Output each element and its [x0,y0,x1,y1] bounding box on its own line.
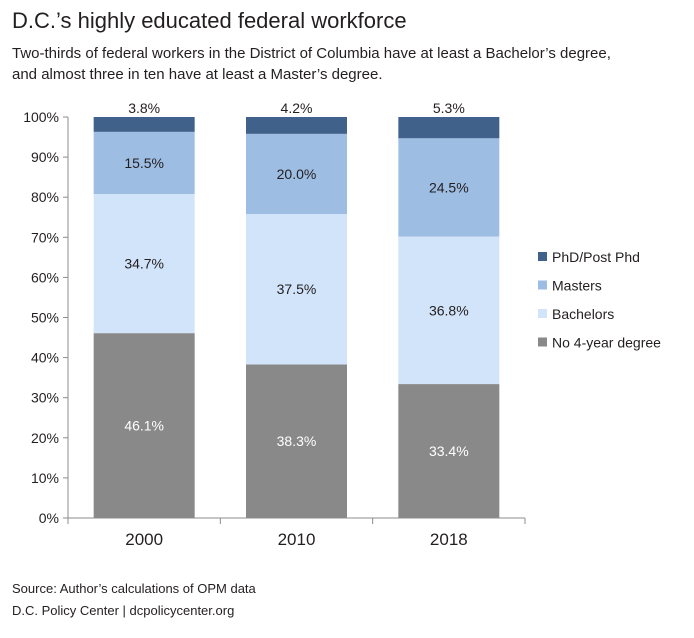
data-label-bachelors-2010: 37.5% [277,281,317,297]
legend-label-no-4-year-degree: No 4-year degree [552,335,661,351]
bar-masters-2010 [246,133,347,215]
data-label-masters-2018: 24.5% [429,179,469,195]
bar-no-4-year-degree-2018 [398,384,500,518]
bar-bachelors-2018 [398,236,500,385]
x-tick-label-2010: 2010 [278,530,316,549]
credit-note: D.C. Policy Center | dcpolicycenter.org [12,603,235,618]
data-label-masters-2010: 20.0% [277,166,317,182]
y-tick-label-4: 40% [31,350,59,366]
axes-layer: 0% 10% 20% 30% 40% 50% 60% 70% 80% 90% 100% 2000 201… [23,109,526,549]
chart-subtitle: Two-thirds of federal workers in the Dis… [12,43,692,85]
legend-swatch-phd-post-phd [538,252,547,261]
legend-swatch-bachelors [538,309,547,318]
bar-no-4-year-degree-2010 [246,364,347,518]
data-label-no-4-year-degree-2000: 46.1% [124,418,164,434]
chart-title: D.C.’s highly educated federal workforce [12,8,407,33]
data-label-bachelors-2018: 36.8% [429,302,469,318]
y-tick-label-6: 60% [31,269,59,285]
data-label-masters-2000: 15.5% [124,155,164,171]
subtitle-line-1: Two-thirds of federal workers in the Dis… [12,45,611,62]
y-tick-label-1: 10% [31,470,59,486]
bars-layer: 46.1% 34.7% 15.5% 3.8% 38.3% 37.5% 20.0% 4.2% 33… [93,100,500,518]
legend-label-phd-post-phd: PhD/Post Phd [552,249,640,265]
y-tick-label-10: 100% [23,109,59,125]
bar-phd-post-phd-2018 [398,117,500,139]
legend-swatch-masters [538,280,547,290]
y-tick-label-9: 90% [31,149,59,165]
bar-masters-2018 [398,138,500,237]
bar-no-4-year-degree-2000 [93,333,195,518]
data-label-no-4-year-degree-2018: 33.4% [429,443,469,459]
legend-swatch-no-4-year-degree [538,337,547,347]
stacked-bar-chart: 46.1% 34.7% 15.5% 3.8% 38.3% 37.5% 20.0% 4.2% 33… [23,100,661,549]
y-tick-label-2: 20% [31,430,59,446]
source-note: Source: Author’s calculations of OPM dat… [12,581,256,596]
y-tick-label-5: 50% [31,310,59,326]
x-tick-label-2018: 2018 [430,530,468,549]
y-tick-label-0: 0% [39,510,59,526]
legend: PhD/Post Phd Masters Bachelors No 4-year de… [538,249,661,351]
data-label-phd-post-phd-2018: 5.3% [433,100,465,116]
data-label-no-4-year-degree-2010: 38.3% [277,433,317,449]
y-tick-label-3: 30% [31,390,59,406]
data-label-phd-post-phd-2000: 3.8% [128,100,160,116]
bar-bachelors-2010 [246,214,347,365]
bar-phd-post-phd-2000 [93,117,195,132]
subtitle-line-2: and almost three in ten have at least a … [12,66,383,83]
legend-label-masters: Masters [552,278,602,294]
data-label-bachelors-2000: 34.7% [124,256,164,272]
legend-label-bachelors: Bachelors [552,306,614,322]
bar-phd-post-phd-2010 [246,117,347,134]
x-tick-label-2000: 2000 [125,530,163,549]
y-tick-label-7: 70% [31,229,59,245]
bar-masters-2000 [93,131,195,194]
data-label-phd-post-phd-2010: 4.2% [281,100,313,116]
bar-bachelors-2000 [93,193,195,334]
y-tick-label-8: 80% [31,189,59,205]
